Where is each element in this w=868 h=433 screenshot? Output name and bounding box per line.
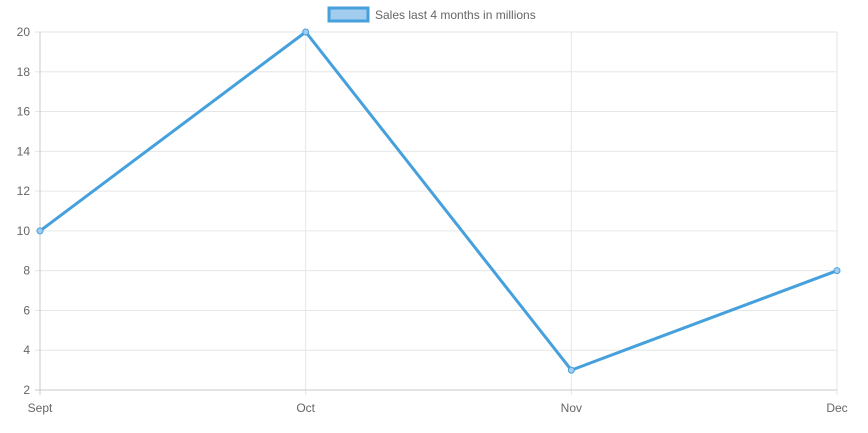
y-tick-label: 20 xyxy=(17,25,31,39)
x-tick-label: Sept xyxy=(28,401,53,415)
x-tick-label: Nov xyxy=(561,401,582,415)
legend-label[interactable]: Sales last 4 months in millions xyxy=(375,8,536,22)
y-tick-label: 8 xyxy=(23,264,30,278)
series-layer xyxy=(36,28,841,374)
data-point[interactable] xyxy=(567,366,575,374)
y-tick-label: 4 xyxy=(23,343,30,357)
legend-swatch[interactable] xyxy=(327,6,370,23)
x-tick-label: Dec xyxy=(826,401,847,415)
y-tick-label: 12 xyxy=(17,184,31,198)
grid-layer xyxy=(35,31,838,395)
x-tick-label: Oct xyxy=(296,401,315,415)
data-point[interactable] xyxy=(36,227,44,235)
data-point[interactable] xyxy=(302,28,310,36)
y-tick-label: 10 xyxy=(17,224,31,238)
tick-labels: 2 4 6 8 10 12 14 16 18 20 Sept Oct Nov Dec xyxy=(17,25,848,415)
series-line xyxy=(39,29,838,372)
y-tick-label: 14 xyxy=(17,144,31,158)
y-tick-label: 2 xyxy=(23,383,30,397)
y-tick-label: 16 xyxy=(17,105,31,119)
y-tick-label: 6 xyxy=(23,303,30,317)
axis-layer xyxy=(39,32,837,391)
y-tick-label: 18 xyxy=(17,65,31,79)
data-point[interactable] xyxy=(833,267,841,275)
legend[interactable]: Sales last 4 months in millions xyxy=(327,6,536,23)
